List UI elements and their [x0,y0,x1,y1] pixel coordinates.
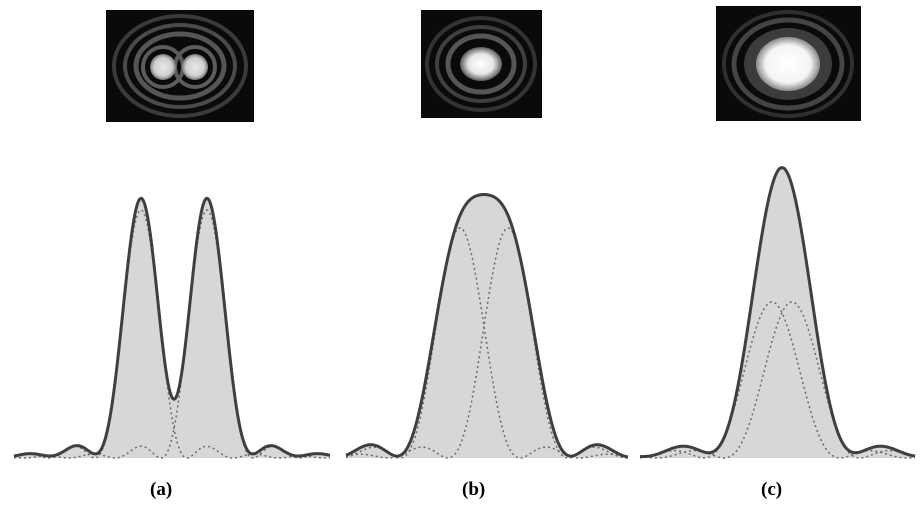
diffraction-image-a [106,10,254,122]
component-curve-b-2 [345,227,628,459]
total-intensity-curve-b [345,193,629,459]
intensity-profile-b [345,193,629,459]
intensity-fill-a [14,198,330,459]
diffraction-image-b [421,10,542,118]
intensity-fill-b [346,194,628,458]
intensity-profile-c [639,166,916,459]
intensity-profile-a [13,196,331,459]
caption-b: (b) [462,479,486,500]
intensity-fill-c [640,167,915,458]
diffraction-image-c [716,6,861,121]
component-curve-c-1 [639,301,916,459]
component-curve-c-2 [639,301,916,459]
caption-a: (a) [150,479,173,500]
total-intensity-curve-c [639,166,916,458]
caption-c: (c) [761,479,783,500]
total-intensity-curve-a [13,196,331,458]
